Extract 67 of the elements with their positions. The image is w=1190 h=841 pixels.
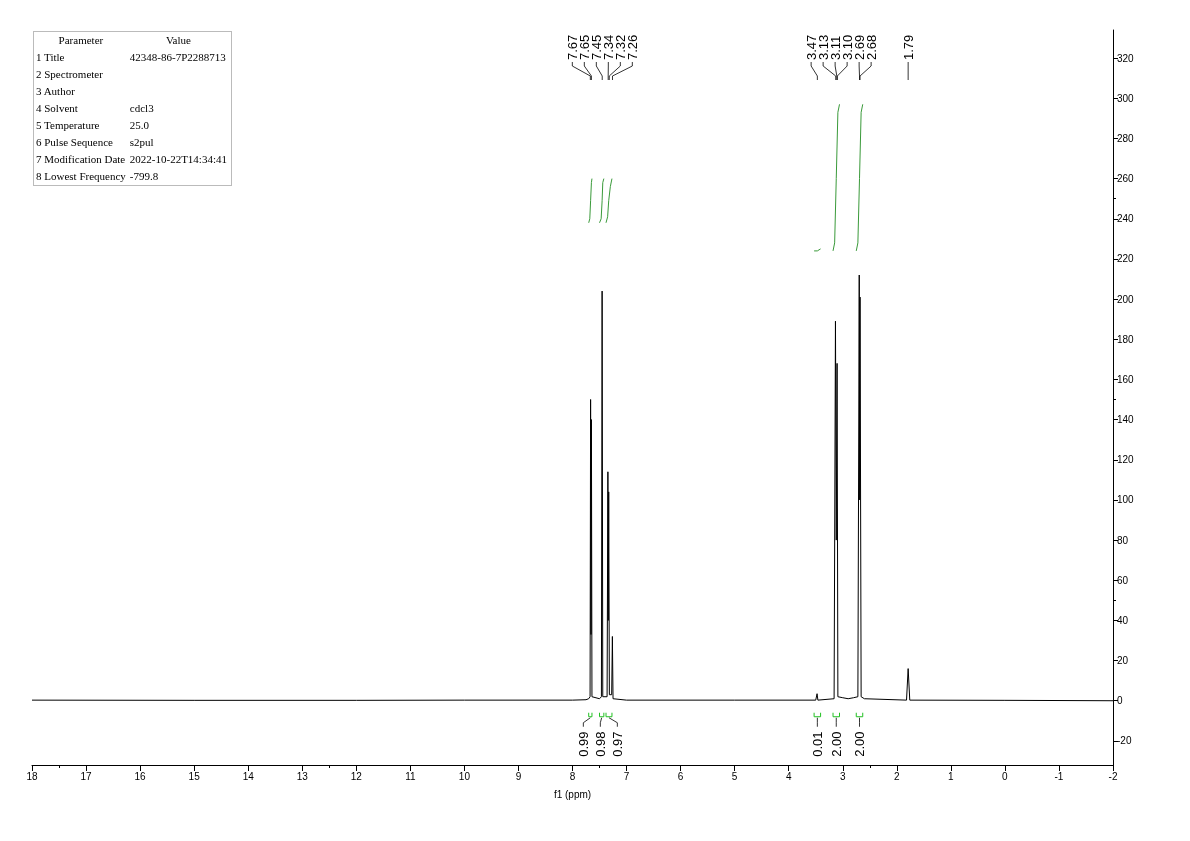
annotation: 4 Solvent [35,101,79,116]
line-series [832,103,841,252]
annotation: 6 Pulse Sequence [35,135,114,150]
x-axis-title: f1 (ppm) [553,788,592,800]
x-tick-label: 15 [188,770,201,782]
annotation: 5 Temperature [35,118,101,133]
x-tick-label: 3 [839,770,846,782]
annotation: 8 Lowest Frequency [35,169,127,184]
y-tick-label: 160 [1117,373,1135,385]
x-tick-label: 16 [134,770,147,782]
x-tick-label: 1 [948,770,955,782]
y-tick-label: 260 [1117,173,1135,185]
line-series [588,178,593,224]
annotation: 0.01 [809,731,825,757]
annotation: 2 Spectrometer [35,67,104,82]
y-tick-label: 80 [1117,534,1129,546]
y-tick-label: 240 [1117,213,1135,225]
annotation: Parameter [57,33,105,48]
line-series [855,103,864,252]
annotation: 25.0 [128,118,151,133]
annotation: 3 Author [35,84,76,99]
x-tick-label: 2 [894,770,901,782]
annotation: 0.97 [609,731,625,757]
x-tick-label: 14 [242,770,255,782]
y-tick-label: -20 [1117,735,1132,747]
y-tick-label: 280 [1117,132,1135,144]
y-tick-label: 180 [1117,333,1135,345]
annotation: 1 Title [35,50,66,65]
annotation: 1.79 [900,34,916,60]
annotation: 7 Modification Date [35,152,127,167]
annotation: 0.98 [592,731,608,757]
y-tick-label: 220 [1117,253,1135,265]
x-tick-label: 5 [731,770,738,782]
x-tick-label: -2 [1108,770,1118,782]
annotation: 0.99 [575,731,591,757]
annotation: cdcl3 [128,101,155,116]
x-tick-label: 4 [785,770,792,782]
x-tick-label: 6 [677,770,684,782]
x-tick-label: 13 [296,770,309,782]
y-tick-label: 140 [1117,414,1135,426]
y-tick-label: 20 [1117,655,1129,667]
line-series [605,178,613,224]
annotation: -799.8 [128,169,160,184]
y-tick-label: 60 [1117,574,1129,586]
x-tick-label: 9 [515,770,522,782]
x-tick-label: 7 [623,770,630,782]
y-tick-label: 120 [1117,454,1135,466]
x-tick-label: 12 [350,770,363,782]
y-tick-label: 200 [1117,293,1135,305]
line-series [599,178,605,224]
annotation: 2.00 [852,731,868,757]
x-tick-label: 11 [405,770,416,782]
annotation: 42348-86-7P2288713 [128,50,227,65]
y-tick-label: 300 [1117,92,1135,104]
x-tick-label: -1 [1054,770,1064,782]
x-tick-label: 0 [1002,770,1009,782]
x-tick-label: 10 [458,770,471,782]
x-tick-label: 17 [80,770,93,782]
annotation: 2.00 [828,731,844,757]
annotation: 2022-10-22T14:34:41 [128,152,228,167]
annotation: Value [164,33,192,48]
x-tick-label: 18 [26,770,38,782]
y-tick-label: 40 [1117,614,1129,626]
x-tick-label: 8 [569,770,576,782]
y-tick-label: 320 [1117,52,1135,64]
y-tick-label: 100 [1117,494,1135,506]
annotation: s2pul [128,135,155,150]
